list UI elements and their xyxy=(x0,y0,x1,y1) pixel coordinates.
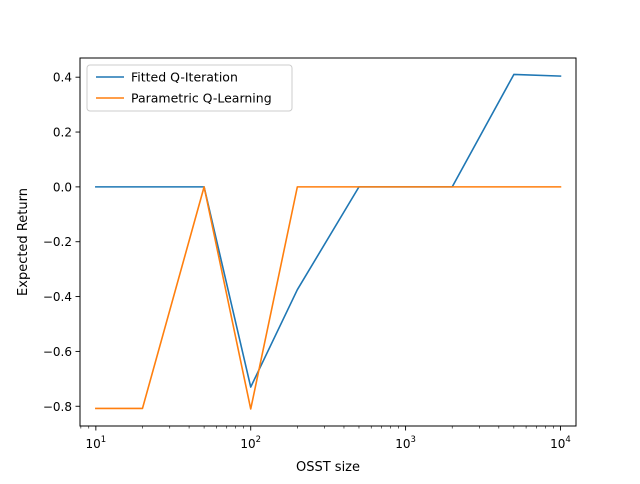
legend: Fitted Q-Iteration Parametric Q-Learning xyxy=(86,64,293,112)
y-tick-label: 0.2 xyxy=(53,126,72,140)
y-tick-label: −0.2 xyxy=(43,235,72,249)
x-tick-label: 103 xyxy=(395,435,416,451)
plot-area xyxy=(95,73,562,410)
legend-box xyxy=(86,64,293,112)
series-line-0 xyxy=(95,73,562,388)
x-tick-label: 101 xyxy=(86,435,107,451)
series-line-1 xyxy=(95,186,562,410)
y-tick-label: 0.4 xyxy=(53,71,72,85)
y-tick-label: −0.6 xyxy=(43,345,72,359)
y-tick-label: 0.0 xyxy=(53,180,72,194)
axes-frame xyxy=(79,57,577,427)
y-axis-ticks: 0.4 0.2 0.0 −0.2 −0.4 −0.6 −0.8 xyxy=(43,71,80,414)
y-tick-label: −0.4 xyxy=(43,290,72,304)
legend-label: Parametric Q-Learning xyxy=(131,91,272,106)
x-tick-label: 104 xyxy=(550,435,571,451)
legend-label: Fitted Q-Iteration xyxy=(131,70,238,85)
x-axis-ticks: 101 102 103 104 xyxy=(80,426,571,451)
x-tick-label: 102 xyxy=(240,435,261,451)
y-axis-label: Expected Return xyxy=(16,188,31,296)
x-axis-label: OSST size xyxy=(296,460,360,475)
y-tick-label: −0.8 xyxy=(43,400,72,414)
